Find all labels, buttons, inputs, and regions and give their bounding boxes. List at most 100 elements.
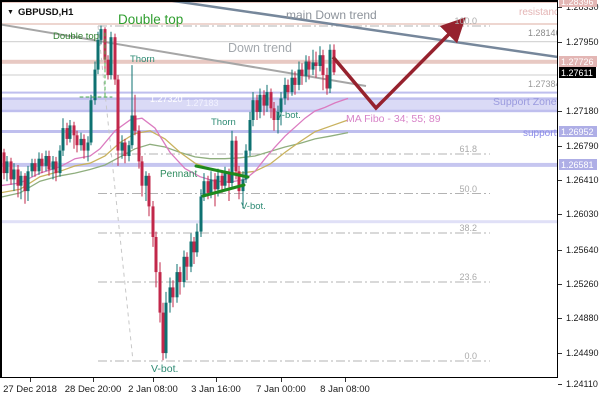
time-axis[interactable]: 27 Dec 2018 28 Dec 20:00 2 Jan 08:00 3 Jan …: [0, 378, 610, 400]
level-support-band: [0, 162, 557, 167]
price-level-badge-128396: 1.28396: [559, 0, 597, 7]
candle-body: [127, 145, 131, 156]
candle-body: [30, 163, 34, 172]
price-level-badge-126952: 1.26952: [559, 126, 597, 137]
candle-body: [154, 237, 158, 273]
price-tick-label: 1.26790: [566, 141, 599, 151]
candle-body: [251, 100, 255, 120]
price-axis[interactable]: 1.28330 1.27950 1.27180 1.26790 1.26410 1.260…: [558, 0, 610, 400]
candle-body: [158, 272, 162, 313]
time-tick-label: 2 Jan 08:00: [128, 384, 178, 395]
price-tick-label: 1.28330: [566, 2, 599, 12]
candle-body: [72, 125, 76, 136]
candle-body: [16, 169, 20, 186]
price-tick-label: 1.27950: [566, 37, 599, 47]
chart-plot-area[interactable]: Double top Double top main Down trend Down …: [0, 0, 557, 377]
fib-anchor-line: [97, 25, 134, 362]
candle-body: [79, 138, 83, 146]
price-tick-mark: [558, 111, 562, 112]
candle-body: [68, 125, 72, 139]
candle-body: [116, 79, 120, 151]
candle-body: [328, 49, 332, 89]
candle-body: [182, 256, 186, 282]
level-grid-line: [0, 74, 557, 76]
candlestick-chart-canvas: [0, 0, 557, 362]
main-down-trend-line[interactable]: [159, 0, 557, 59]
ma-line-ma55: [0, 119, 349, 194]
candle-body: [171, 287, 175, 298]
candle-body: [216, 175, 220, 190]
candle-body: [113, 37, 117, 80]
candle-body: [175, 272, 179, 298]
candle-body: [86, 142, 90, 151]
price-tick-label: 1.25640: [566, 245, 599, 255]
candle-body: [276, 111, 280, 120]
candle-body: [202, 181, 206, 197]
candle-body: [51, 161, 55, 170]
candle-body: [54, 161, 58, 174]
down-trend-line[interactable]: [0, 23, 367, 87]
ma-line-ma34: [0, 97, 349, 187]
price-tick-label: 1.26410: [566, 175, 599, 185]
candle-body: [227, 173, 231, 183]
candle-body: [89, 100, 93, 143]
chart-top-border: [0, 0, 558, 2]
candle-body: [40, 158, 44, 166]
symbol-timeframe-label[interactable]: ▼ GBPUSD,H1: [7, 7, 73, 18]
candle-body: [290, 77, 294, 93]
candle-body: [9, 161, 13, 180]
price-tick-mark: [558, 7, 562, 8]
time-tick-mark: [216, 378, 217, 382]
price-tick-label: 1.25260: [566, 279, 599, 289]
pennant-lower-line[interactable]: [201, 183, 246, 198]
price-tick-mark: [558, 214, 562, 215]
candle-body: [5, 161, 9, 174]
candle-body: [258, 94, 262, 112]
price-level-badge-127611: 1.27611: [559, 67, 596, 78]
candle-body: [93, 69, 97, 101]
candle-body: [237, 171, 241, 192]
forecast-arrow[interactable]: [331, 17, 466, 111]
candle-body: [65, 128, 69, 139]
price-tick-mark: [558, 353, 562, 354]
candle-body: [293, 77, 297, 85]
candle-body: [178, 272, 182, 282]
time-axis-line: [0, 377, 558, 378]
candle-body: [133, 115, 137, 131]
price-tick-mark: [558, 318, 562, 319]
candle-body: [255, 100, 259, 112]
candle-body: [185, 256, 189, 267]
candle-body: [19, 175, 23, 186]
candle-body: [318, 55, 322, 66]
chevron-down-icon[interactable]: ▼: [7, 9, 14, 16]
candle-body: [96, 39, 100, 70]
price-tick-mark: [558, 250, 562, 251]
candle-body: [82, 138, 86, 151]
time-tick-label: 28 Dec 20:00: [64, 384, 122, 395]
candle-body: [223, 173, 227, 186]
candle-body: [106, 59, 110, 75]
candle-body: [192, 241, 196, 253]
candle-body: [195, 231, 199, 253]
candle-body: [75, 135, 79, 146]
candle-body: [230, 140, 234, 183]
candle-body: [44, 156, 48, 166]
candle-body: [99, 29, 103, 40]
price-tick-mark: [558, 180, 562, 181]
price-tick-label: 1.24880: [566, 313, 599, 323]
candle-body: [262, 94, 266, 106]
candle-body: [33, 163, 37, 172]
support-zone-rect: [0, 98, 557, 111]
level-support-line: [0, 91, 557, 94]
candle-body: [311, 62, 315, 70]
time-tick-mark: [30, 378, 31, 382]
price-tick-label: 1.24490: [566, 348, 599, 358]
level-grid-line: [0, 41, 557, 43]
price-tick-mark: [558, 146, 562, 147]
pennant-upper-line[interactable]: [194, 164, 250, 179]
candle-body: [325, 75, 329, 89]
candle-body: [332, 49, 336, 73]
candle-body: [307, 61, 311, 70]
support-zone-top-edge: [0, 97, 557, 100]
